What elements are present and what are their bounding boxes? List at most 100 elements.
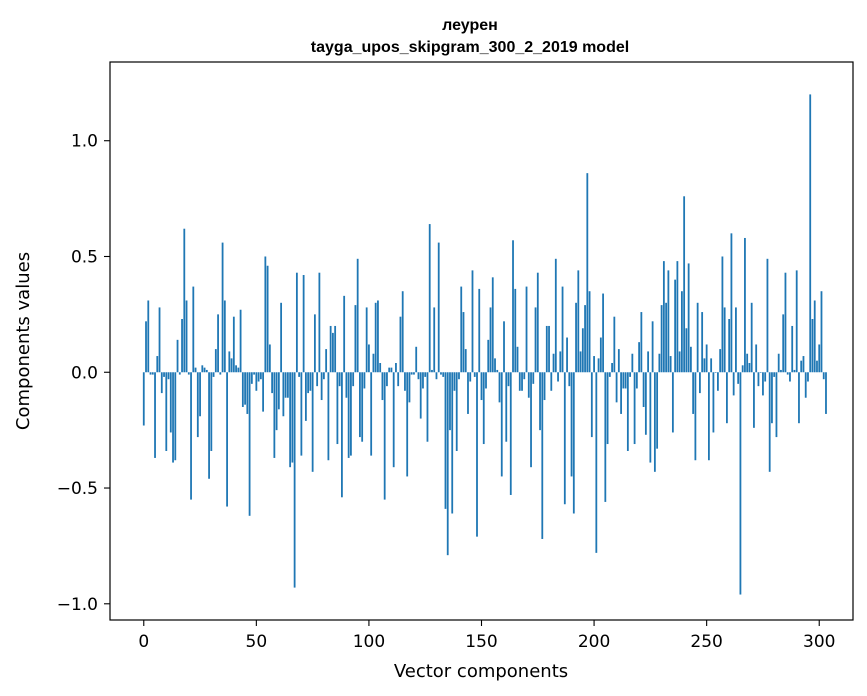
bar-179 xyxy=(545,325,548,373)
bar-220 xyxy=(638,342,641,373)
bar-293 xyxy=(802,356,805,373)
bar-208 xyxy=(611,363,613,373)
bar-41 xyxy=(235,365,237,373)
chart-title: леурен xyxy=(442,17,498,34)
bar-123 xyxy=(419,372,422,419)
x-tick-label: 300 xyxy=(803,632,835,652)
bar-254 xyxy=(714,372,717,373)
bar-224 xyxy=(647,351,650,373)
bar-239 xyxy=(680,291,683,373)
bar-125 xyxy=(424,372,427,377)
bar-38 xyxy=(228,351,231,373)
bar-124 xyxy=(422,372,424,389)
bar-106 xyxy=(381,372,384,401)
bar-116 xyxy=(404,372,406,391)
bar-30 xyxy=(210,372,213,451)
bar-269 xyxy=(748,363,751,373)
bar-34 xyxy=(219,372,222,375)
bar-59 xyxy=(275,372,278,431)
bar-148 xyxy=(476,372,478,537)
bar-111 xyxy=(392,372,395,468)
bar-31 xyxy=(212,372,215,377)
bar-66 xyxy=(291,372,294,463)
bar-119 xyxy=(410,372,413,375)
bar-216 xyxy=(629,372,631,377)
bar-85 xyxy=(334,325,337,373)
bar-195 xyxy=(581,328,584,373)
bar-237 xyxy=(676,261,679,373)
bar-82 xyxy=(327,372,330,461)
x-tick-label: 0 xyxy=(138,632,149,652)
bar-149 xyxy=(478,288,481,373)
bar-29 xyxy=(208,372,210,479)
bar-56 xyxy=(268,344,271,373)
bar-199 xyxy=(590,372,593,438)
bar-184 xyxy=(557,372,559,382)
bar-154 xyxy=(489,307,492,373)
bar-259 xyxy=(726,372,728,424)
bar-187 xyxy=(563,372,566,505)
bar-285 xyxy=(784,272,787,373)
bar-288 xyxy=(791,325,794,373)
bar-135 xyxy=(446,372,449,556)
bar-74 xyxy=(309,372,312,391)
bar-23 xyxy=(194,367,197,373)
bar-51 xyxy=(257,372,260,382)
bar-212 xyxy=(620,372,622,414)
bar-282 xyxy=(777,353,780,373)
bar-26 xyxy=(201,365,204,373)
bar-277 xyxy=(766,258,769,373)
bar-76 xyxy=(313,314,316,373)
bar-113 xyxy=(397,372,400,387)
bar-235 xyxy=(671,372,674,433)
bar-90 xyxy=(345,372,348,398)
bar-206 xyxy=(606,372,609,445)
bar-152 xyxy=(485,372,487,389)
bar-209 xyxy=(613,316,616,373)
bar-273 xyxy=(757,372,760,387)
bar-247 xyxy=(699,372,701,394)
bar-214 xyxy=(624,372,627,389)
bar-289 xyxy=(793,369,796,373)
bar-137 xyxy=(451,372,454,514)
bar-95 xyxy=(356,258,359,373)
bar-207 xyxy=(608,372,611,377)
bar-178 xyxy=(543,372,546,401)
bar-257 xyxy=(721,256,724,373)
bar-81 xyxy=(325,349,328,373)
bar-37 xyxy=(226,372,228,507)
bar-47 xyxy=(248,372,251,516)
bar-229 xyxy=(658,353,661,373)
bar-102 xyxy=(372,353,375,373)
bar-263 xyxy=(735,307,737,373)
bar-64 xyxy=(286,372,289,398)
bar-198 xyxy=(588,291,591,373)
bar-185 xyxy=(559,351,562,373)
bar-211 xyxy=(617,349,620,373)
bar-170 xyxy=(525,286,528,373)
bar-3 xyxy=(149,372,152,375)
bar-188 xyxy=(566,337,568,373)
bar-217 xyxy=(631,353,634,373)
bar-160 xyxy=(503,321,505,373)
bar-134 xyxy=(444,372,447,509)
bar-13 xyxy=(172,372,174,463)
bar-22 xyxy=(192,286,195,373)
bar-75 xyxy=(311,372,314,472)
bar-156 xyxy=(494,358,496,373)
bar-296 xyxy=(809,94,812,373)
bar-93 xyxy=(352,372,355,387)
bar-274 xyxy=(759,372,762,373)
x-tick-label: 50 xyxy=(246,632,268,652)
bar-107 xyxy=(383,372,386,500)
bar-275 xyxy=(762,372,764,396)
bar-151 xyxy=(482,372,485,445)
bar-138 xyxy=(453,372,456,391)
y-axis: −1.0 −0.5 0.0 0.5 1.0 xyxy=(57,132,110,615)
bar-103 xyxy=(374,302,377,373)
x-tick-label: 250 xyxy=(690,632,722,652)
chart-subtitle: tayga_upos_skipgram_300_2_2019 model xyxy=(311,39,629,56)
bar-215 xyxy=(626,372,629,451)
bar-127 xyxy=(428,224,431,373)
x-tick-label: 100 xyxy=(353,632,385,652)
